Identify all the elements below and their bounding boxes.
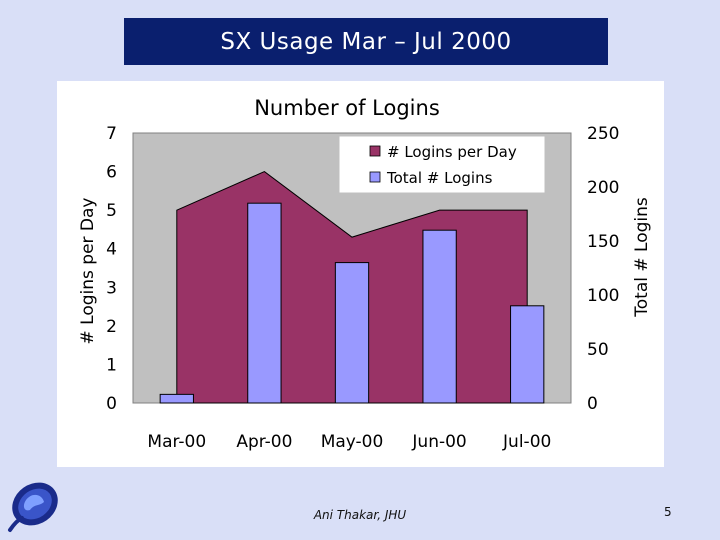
x-tick-label: May-00: [321, 432, 384, 452]
y2-tick-label: 0: [587, 394, 598, 414]
legend-label-logins-per-day: # Logins per Day: [387, 143, 517, 161]
x-tick-label: Mar-00: [147, 432, 206, 452]
y2-tick-label: 150: [587, 232, 619, 252]
y-tick-label: 3: [106, 278, 117, 298]
bar-total-logins: [159, 393, 194, 404]
bar-total-logins: [247, 202, 282, 404]
y2-axis-label: Total # Logins: [632, 197, 652, 318]
y-axis-label: # Logins per Day: [78, 198, 98, 345]
y-tick-label: 6: [106, 163, 117, 183]
y2-tick-label: 100: [587, 286, 619, 306]
y-tick-label: 0: [106, 394, 117, 414]
slide-title-bar: SX Usage Mar – Jul 2000: [124, 18, 608, 65]
legend-box: [339, 136, 545, 193]
chart-panel: 0 1 2 3 4 5 6 7 0 50 100 150 200 250 Mar-00 Apr-00 May-0…: [57, 81, 664, 467]
bar-total-logins: [422, 229, 457, 404]
x-tick-label: Jun-00: [411, 432, 466, 452]
legend-label-total-logins: Total # Logins: [386, 169, 493, 187]
footer-author: Ani Thakar, JHU: [313, 508, 407, 522]
y2-tick-label: 50: [587, 340, 609, 360]
x-tick-label: Jul-00: [502, 432, 551, 452]
chart-title: Number of Logins: [254, 96, 440, 120]
chart-svg: 0 1 2 3 4 5 6 7 0 50 100 150 200 250 Mar-00 Apr-00 May-0…: [78, 96, 652, 452]
bar-total-logins: [334, 262, 370, 404]
globe-logo-icon: [8, 482, 58, 532]
y2-tick-label: 250: [587, 124, 619, 144]
y-tick-label: 2: [106, 317, 117, 337]
x-tick-label: Apr-00: [236, 432, 292, 452]
legend: # Logins per Day Total # Logins: [339, 136, 545, 193]
legend-swatch-logins-per-day: [369, 145, 381, 157]
y2-tick-label: 200: [587, 178, 619, 198]
y-tick-label: 1: [106, 355, 117, 375]
slide-title: SX Usage Mar – Jul 2000: [220, 28, 512, 55]
legend-swatch-total-logins: [369, 171, 381, 183]
y-tick-label: 4: [106, 240, 117, 260]
y-tick-label: 5: [106, 201, 117, 221]
bar-total-logins: [510, 305, 545, 404]
y-tick-label: 7: [106, 124, 117, 144]
page-number: 5: [664, 505, 672, 519]
